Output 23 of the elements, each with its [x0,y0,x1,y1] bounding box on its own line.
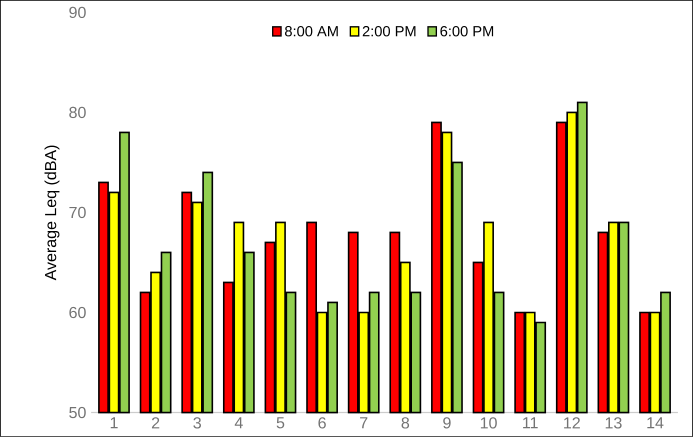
x-tick-label: 10 [480,417,497,429]
x-tick-label: 9 [443,417,451,429]
y-tick-label: 80 [69,106,86,118]
legend-label: 6:00 PM [440,26,494,36]
y-axis-title: Average Leq (dBA) [44,146,60,280]
x-tick-label: 13 [606,417,622,429]
x-tick-label: 6 [318,417,326,429]
x-tick-label: 11 [523,417,538,428]
y-tick-label: 50 [69,406,86,418]
y-tick-label: 90 [69,6,86,18]
x-tick-label: 4 [234,417,243,428]
y-tick-label: 60 [69,306,86,318]
legend-label: 8:00 AM [285,26,338,36]
x-tick-label: 5 [276,417,284,428]
x-tick-label: 8 [402,417,410,429]
y-tick-label: 70 [69,206,86,218]
x-tick-label: 14 [647,417,664,428]
x-tick-label: 2 [152,417,160,428]
x-tick-label: 1 [110,417,118,428]
x-tick-label: 12 [564,417,580,428]
x-tick-label: 3 [193,417,201,429]
legend-label: 2:00 PM [362,26,416,36]
x-tick-label: 7 [360,417,368,428]
